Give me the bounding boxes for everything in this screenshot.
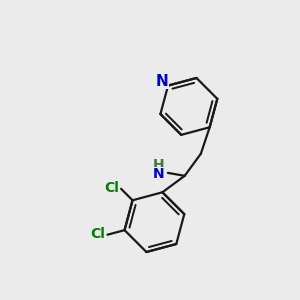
Text: Cl: Cl	[104, 181, 119, 195]
Text: N: N	[153, 167, 165, 182]
Text: Cl: Cl	[90, 227, 105, 241]
Text: N: N	[156, 74, 168, 88]
Text: H: H	[153, 158, 165, 172]
